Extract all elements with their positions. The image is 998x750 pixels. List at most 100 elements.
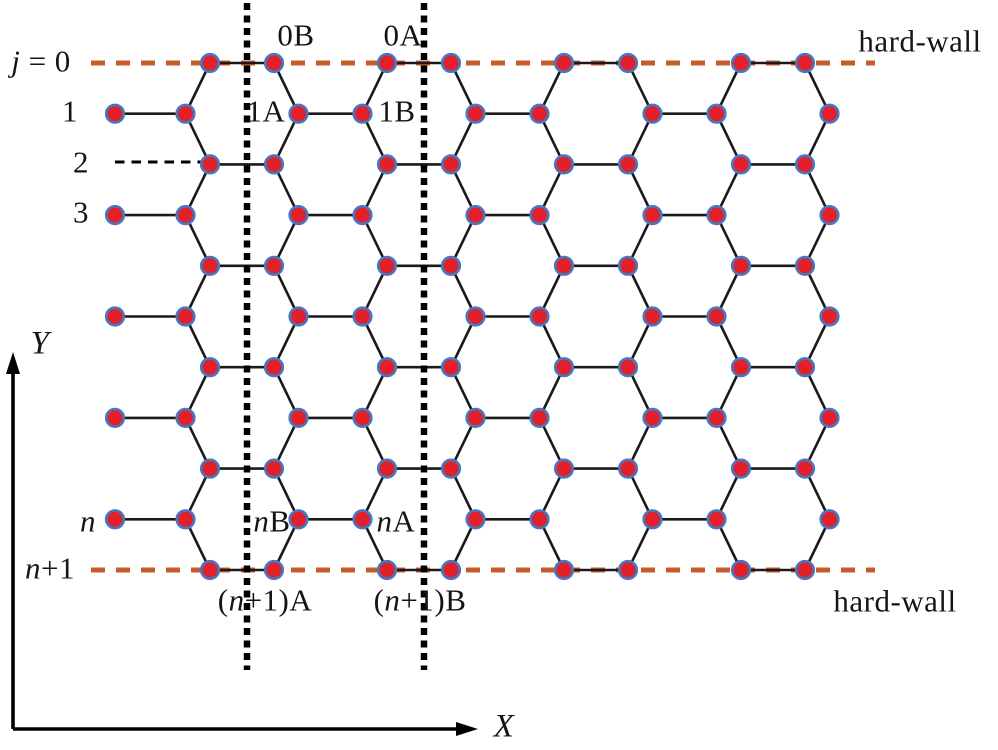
lattice-atom <box>617 154 639 175</box>
lattice-atom <box>263 154 285 175</box>
lattice-atom <box>199 52 221 74</box>
axis-label-x: X <box>493 708 515 745</box>
lattice-atom <box>376 357 398 378</box>
lattice-atom <box>199 154 221 175</box>
lattice-atom <box>175 509 196 530</box>
site-label-1A: 1A <box>246 93 286 129</box>
lattice-atom <box>263 559 285 581</box>
lattice-atom <box>199 559 221 581</box>
x-axis-arrowhead-icon <box>456 722 478 736</box>
lattice-atom <box>730 559 752 581</box>
lattice-atom <box>706 509 727 530</box>
lattice-atom <box>706 407 727 429</box>
lattice-atom <box>642 509 663 530</box>
row-index-label-j0: j = 0 <box>11 43 71 79</box>
lattice-atom <box>104 306 126 327</box>
site-label-n-plus-1-A: (n+1)A <box>217 582 313 618</box>
lattice-atom <box>104 103 126 124</box>
lattice-atom <box>529 306 550 327</box>
site-label-1B: 1B <box>378 93 416 129</box>
lattice-atom <box>376 559 398 581</box>
lattice-atom <box>553 154 575 175</box>
lattice-atom <box>352 407 373 429</box>
hard-wall-label-top: hard-wall <box>858 23 982 59</box>
lattice-atom <box>288 103 309 124</box>
lattice-atom <box>617 458 639 479</box>
lattice-atom <box>730 52 752 74</box>
lattice-atom <box>730 154 752 175</box>
lattice-atom <box>642 407 663 429</box>
lattice-atom <box>263 458 285 479</box>
lattice-atom <box>794 255 816 276</box>
lattice-atom <box>175 103 196 124</box>
site-label-nB: nB <box>253 503 291 539</box>
site-label-n-plus-1-B: (n+1)B <box>373 582 467 618</box>
lattice-atom <box>288 205 309 226</box>
lattice-atom <box>529 205 550 226</box>
lattice-atom <box>529 103 550 124</box>
lattice-atom <box>104 407 126 429</box>
lattice-atom <box>104 509 126 530</box>
lattice-atom <box>794 559 816 581</box>
lattice-atom <box>706 306 727 327</box>
lattice-atom <box>175 407 196 429</box>
lattice-atom <box>819 306 840 327</box>
lattice-atom <box>440 154 462 175</box>
lattice-atom <box>465 205 486 226</box>
y-axis-arrowhead-icon <box>6 352 20 374</box>
lattice-atom <box>175 205 196 226</box>
lattice-atom <box>104 205 126 226</box>
lattice-atom <box>617 357 639 378</box>
lattice-atom <box>794 154 816 175</box>
site-label-0B: 0B <box>277 17 315 53</box>
row-index-label-2: 2 <box>73 144 89 180</box>
lattice-atom <box>819 103 840 124</box>
lattice-atom <box>819 205 840 226</box>
lattice-atom <box>440 559 462 581</box>
lattice-atom <box>352 205 373 226</box>
lattice-atom <box>440 357 462 378</box>
lattice-atom <box>642 205 663 226</box>
lattice-atom <box>465 407 486 429</box>
axis-label-y: Y <box>30 325 50 362</box>
lattice-atom <box>263 357 285 378</box>
lattice-atom <box>553 52 575 74</box>
lattice-atom <box>819 407 840 429</box>
lattice-atom <box>288 407 309 429</box>
lattice-atom <box>440 52 462 74</box>
lattice-atom <box>642 306 663 327</box>
lattice-atom <box>529 509 550 530</box>
lattice-atom <box>706 205 727 226</box>
lattice-atom <box>553 559 575 581</box>
lattice-atom <box>642 103 663 124</box>
lattice-atom <box>553 255 575 276</box>
lattice-atom <box>263 52 285 74</box>
lattice-atom <box>376 52 398 74</box>
lattice-atom <box>794 52 816 74</box>
site-label-0A: 0A <box>383 17 423 53</box>
lattice-atom <box>376 255 398 276</box>
lattice-atom <box>794 458 816 479</box>
lattice-atom <box>730 458 752 479</box>
lattice-atom <box>376 458 398 479</box>
lattice-atom <box>617 559 639 581</box>
lattice-atom <box>730 357 752 378</box>
lattice-atom <box>175 306 196 327</box>
row-index-label-1: 1 <box>62 93 78 129</box>
lattice-atom <box>465 306 486 327</box>
row-index-label-n: n <box>80 503 96 539</box>
lattice-atom <box>465 509 486 530</box>
lattice-atom <box>794 357 816 378</box>
lattice-atom <box>376 154 398 175</box>
lattice-atom <box>465 103 486 124</box>
lattice-atom <box>440 458 462 479</box>
lattice-atom <box>529 407 550 429</box>
lattice-atom <box>199 458 221 479</box>
row-index-label-3: 3 <box>73 194 89 230</box>
lattice-atom <box>819 509 840 530</box>
lattice-atom <box>288 306 309 327</box>
lattice-atom <box>263 255 285 276</box>
lattice-atom <box>352 103 373 124</box>
